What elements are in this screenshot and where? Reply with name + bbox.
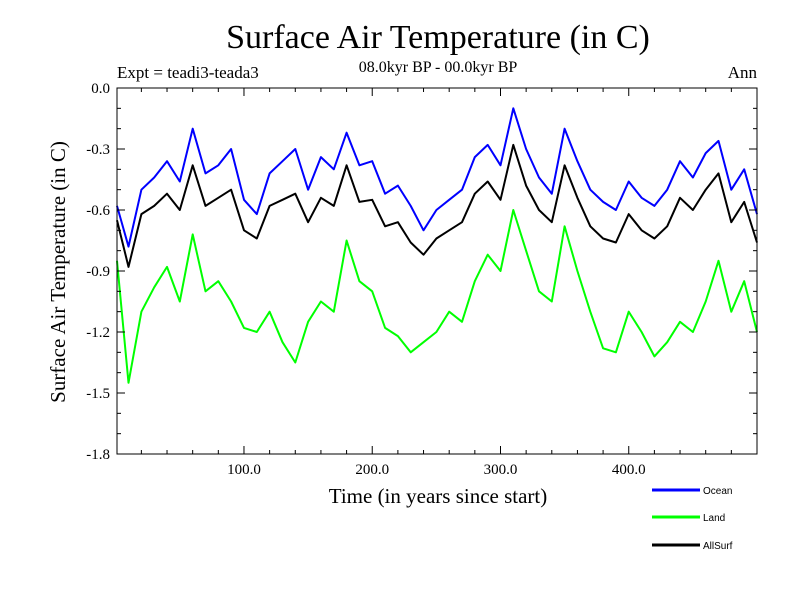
series-layer [116, 107, 758, 384]
legend-label-ocean: Ocean [703, 486, 732, 497]
season-label: Ann [728, 63, 758, 82]
y-tick-label: -1.5 [86, 386, 110, 402]
chart-title: Surface Air Temperature (in C) [226, 19, 650, 56]
y-tick-label: 0.0 [91, 81, 110, 97]
legend-label-land: Land [703, 513, 725, 524]
x-axis-label: Time (in years since start) [329, 484, 548, 508]
legend-entry-land: Land [652, 513, 725, 524]
y-tick-label: -0.3 [86, 142, 110, 158]
y-tick-label: -1.8 [86, 447, 110, 463]
legend-entry-ocean: Ocean [652, 486, 732, 497]
y-axis-label: Surface Air Temperature (in C) [46, 141, 70, 403]
series-line-allsurf [116, 143, 758, 268]
legend: Ocean Land AllSurf [652, 486, 733, 552]
legend-label-allsurf: AllSurf [703, 541, 733, 552]
series-line-land [116, 209, 758, 384]
y-tick-label: -0.6 [86, 203, 110, 219]
y-tick-label: -0.9 [86, 264, 110, 280]
legend-entry-allsurf: AllSurf [652, 541, 733, 552]
y-tick-label: -1.2 [86, 325, 110, 341]
experiment-label: Expt = teadi3-teada3 [117, 63, 259, 82]
series-line-ocean [116, 107, 758, 248]
x-tick-label: 300.0 [484, 462, 518, 478]
x-tick-label: 100.0 [227, 462, 261, 478]
x-tick-label: 400.0 [612, 462, 646, 478]
chart-subtitle: 08.0kyr BP - 00.0kyr BP [359, 59, 518, 76]
ticks-layer: 0.0 -0.3 -0.6 -0.9 -1.2 -1.5 -1.8 100.0 200.0 300… [86, 81, 757, 478]
x-tick-label: 200.0 [355, 462, 389, 478]
plot-frame [116, 87, 758, 455]
